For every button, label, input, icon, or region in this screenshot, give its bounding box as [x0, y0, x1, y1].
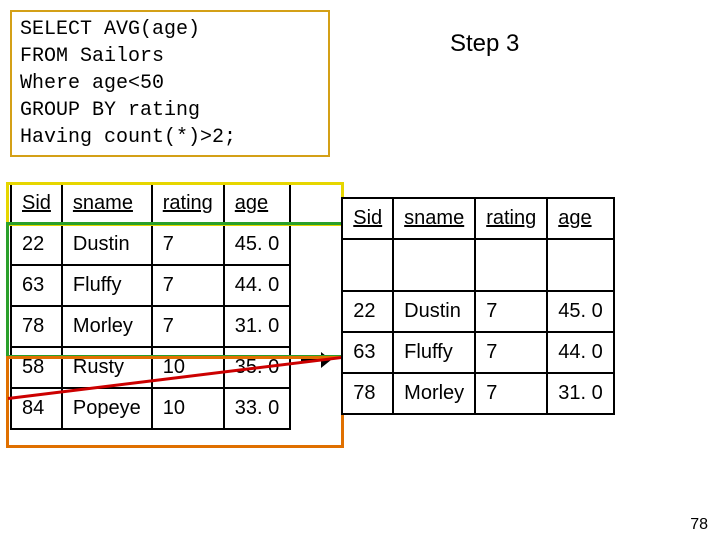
sql-line: Where age<50: [20, 70, 320, 97]
table-row: 78 Morley 7 31. 0: [342, 373, 613, 414]
sql-line: Having count(*)>2;: [20, 124, 320, 151]
table-row: 84 Popeye 10 33. 0: [11, 388, 290, 429]
col-header: Sid: [11, 183, 62, 224]
table-row: 22 Dustin 7 45. 0: [342, 291, 613, 332]
sql-line: SELECT AVG(age): [20, 16, 320, 43]
col-header: sname: [62, 183, 152, 224]
col-header: sname: [393, 198, 475, 239]
left-table-wrapper: Sid sname rating age 22 Dustin 7 45. 0 6…: [10, 182, 291, 430]
table-header-row: Sid sname rating age: [342, 198, 613, 239]
table-header-row: Sid sname rating age: [11, 183, 290, 224]
sql-line: FROM Sailors: [20, 43, 320, 70]
table-row: 78 Morley 7 31. 0: [11, 306, 290, 347]
col-header: age: [224, 183, 290, 224]
table-row: 58 Rusty 10 35. 0: [11, 347, 290, 388]
right-table: Sid sname rating age 22 Dustin 7 45. 0 6…: [341, 197, 614, 415]
sql-line: GROUP BY rating: [20, 97, 320, 124]
table-row: 63 Fluffy 7 44. 0: [11, 265, 290, 306]
table-row: 22 Dustin 7 45. 0: [11, 224, 290, 265]
col-header: rating: [152, 183, 224, 224]
col-header: age: [547, 198, 613, 239]
sql-query-box: SELECT AVG(age) FROM Sailors Where age<5…: [10, 10, 330, 157]
arrow-icon: [301, 343, 331, 380]
col-header: rating: [475, 198, 547, 239]
spacer-row: [342, 239, 613, 291]
left-table: Sid sname rating age 22 Dustin 7 45. 0 6…: [10, 182, 291, 430]
step-label: Step 3: [450, 30, 519, 58]
page-number: 78: [690, 516, 708, 534]
col-header: Sid: [342, 198, 393, 239]
table-row: 63 Fluffy 7 44. 0: [342, 332, 613, 373]
